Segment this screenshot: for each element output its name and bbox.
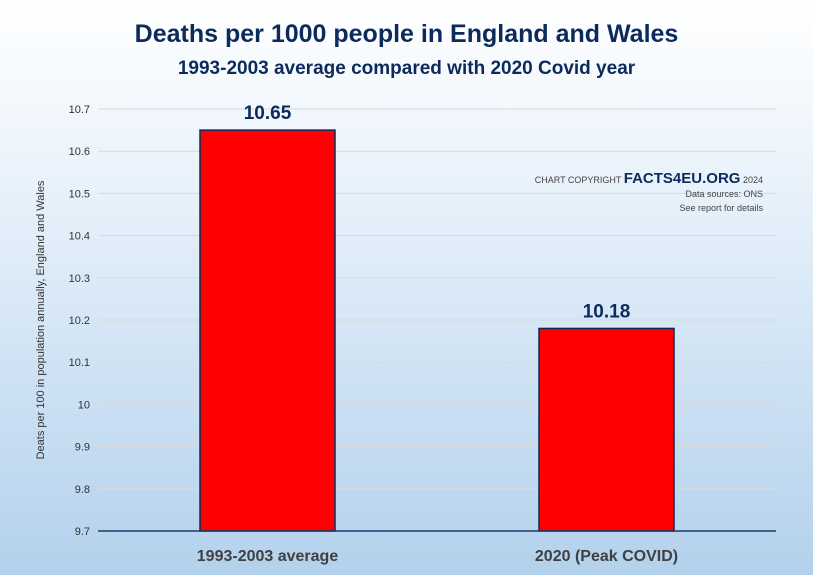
y-tick-label: 10.3 bbox=[69, 273, 90, 285]
x-tick-label: 1993-2003 average bbox=[197, 548, 339, 565]
chart-title: Deaths per 1000 people in England and Wa… bbox=[134, 20, 679, 48]
copyright-block: CHART COPYRIGHT FACTS4EU.ORG 2024 Data s… bbox=[534, 170, 763, 215]
y-tick-label: 10.6 bbox=[69, 146, 90, 158]
y-tick-label: 9.7 bbox=[75, 526, 90, 538]
copyright-prefix: CHART COPYRIGHT bbox=[534, 175, 622, 185]
copyright-year: 2024 bbox=[742, 175, 763, 185]
y-tick-label: 10.7 bbox=[69, 104, 90, 116]
bar bbox=[199, 129, 336, 532]
copyright-brand: FACTS4EU.ORG bbox=[623, 170, 741, 187]
x-tick-label: 2020 (Peak COVID) bbox=[535, 548, 678, 565]
data-label: 10.65 bbox=[244, 103, 292, 124]
y-axis-label: Deats per 100 in population annually, En… bbox=[35, 180, 47, 459]
y-tick-label: 9.9 bbox=[75, 442, 90, 454]
data-sources: Data sources: ONS bbox=[685, 189, 763, 199]
y-tick-label: 10.2 bbox=[69, 315, 90, 327]
bar bbox=[538, 327, 675, 532]
y-tick-label: 10.4 bbox=[69, 231, 90, 243]
chart-subtitle: 1993-2003 average compared with 2020 Cov… bbox=[177, 58, 636, 79]
y-tick-label: 10.1 bbox=[69, 357, 90, 369]
y-tick-label: 9.8 bbox=[75, 484, 90, 496]
y-tick-label: 10 bbox=[78, 399, 90, 411]
data-label: 10.18 bbox=[583, 301, 631, 322]
y-tick-label: 10.5 bbox=[69, 188, 90, 200]
report-note: See report for details bbox=[679, 203, 763, 213]
